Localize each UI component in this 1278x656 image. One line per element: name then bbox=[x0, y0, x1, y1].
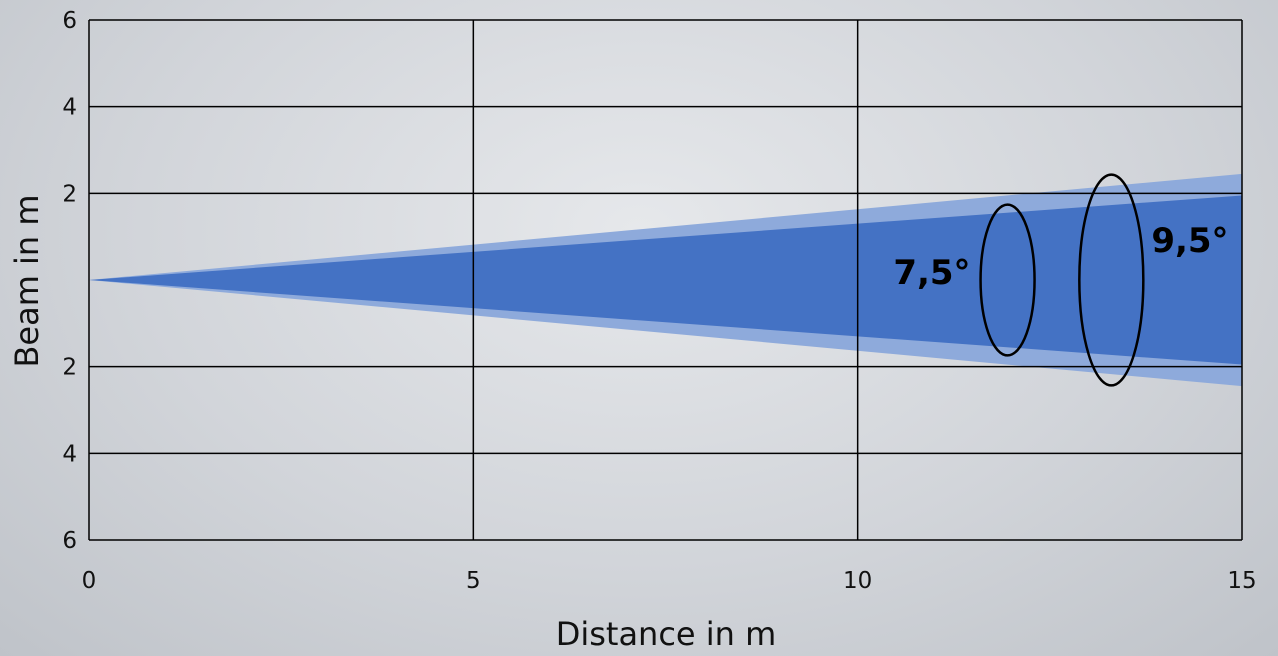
x-tick-label: 15 bbox=[1227, 568, 1256, 594]
angle-ellipse-2 bbox=[1078, 173, 1145, 387]
y-tick-label: 4 bbox=[62, 441, 77, 467]
y-axis-title: Beam in m bbox=[8, 194, 46, 367]
angle-ellipses bbox=[979, 173, 1145, 387]
x-tick-label: 0 bbox=[82, 568, 97, 594]
x-tick-label: 10 bbox=[843, 568, 872, 594]
grid-lines bbox=[88, 19, 1243, 541]
angle-label-1: 7,5° bbox=[893, 253, 970, 293]
x-tick-label: 5 bbox=[466, 568, 481, 594]
x-axis-title: Distance in m bbox=[556, 615, 777, 653]
beam-area-2 bbox=[89, 195, 1242, 365]
y-tick-label: 4 bbox=[62, 95, 77, 121]
x-tick-labels: 0 5 10 15 bbox=[82, 568, 1257, 594]
angle-label-2: 9,5° bbox=[1151, 221, 1228, 261]
y-tick-labels: 6 4 2 2 4 6 bbox=[62, 8, 77, 554]
y-tick-label: 6 bbox=[62, 8, 77, 34]
angle-labels: 7,5° 9,5° bbox=[893, 221, 1228, 293]
y-tick-label: 6 bbox=[62, 528, 77, 554]
y-tick-label: 2 bbox=[62, 181, 77, 207]
beam-areas bbox=[89, 173, 1242, 387]
angle-ellipse-1 bbox=[979, 203, 1036, 357]
y-tick-label: 2 bbox=[62, 355, 77, 381]
